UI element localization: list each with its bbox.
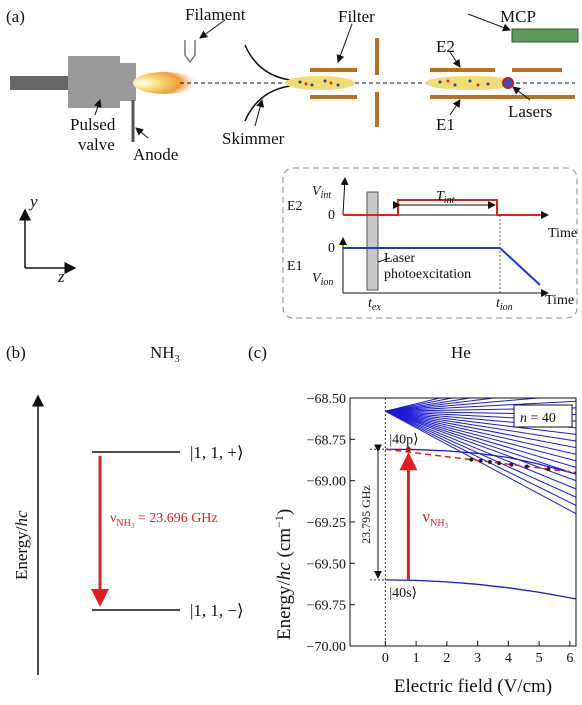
manifold-line: [385, 410, 576, 442]
level-label: |1, 1, −⟩: [190, 601, 244, 620]
y-tick-label: −69.00: [307, 475, 346, 490]
y-axis-label: Energy/hc (cm−1): [272, 509, 295, 640]
manifold-line: [385, 410, 576, 449]
label: Vion: [312, 271, 333, 288]
arrow-label-part: 3: [445, 522, 449, 530]
label: Filament: [185, 5, 246, 24]
label: Vint: [312, 184, 331, 201]
manifold-line: [385, 410, 576, 490]
manifold-line: [385, 398, 544, 412]
label: tion: [496, 296, 513, 313]
x-tick-label: 0: [382, 651, 389, 666]
y-tick-label: −69.25: [307, 516, 346, 531]
panel-label: (a): [6, 7, 25, 26]
x-tick-label: 3: [474, 651, 481, 666]
label: E2: [287, 199, 303, 214]
label: E1: [287, 259, 303, 274]
y-axis-label-part: ): [274, 509, 295, 515]
n-box: [513, 404, 573, 428]
axis-label: y: [28, 192, 38, 211]
manifold-line: [385, 400, 576, 412]
series-line: [385, 448, 576, 475]
level-label: |1, 1, +⟩: [190, 443, 244, 462]
y-tick-label: −70.00: [307, 640, 346, 655]
label: Anode: [133, 145, 178, 164]
manifold-line: [385, 410, 576, 455]
series-line: [385, 579, 576, 600]
label: photoexcitation: [384, 267, 471, 282]
crossing-point: [469, 457, 474, 462]
x-tick-label: 4: [505, 651, 512, 666]
x-tick-label: 2: [443, 651, 450, 666]
x-axis-label: Electric field (V/cm): [394, 676, 552, 697]
y-axis-label-part: hc: [274, 562, 295, 581]
label: 0: [328, 208, 335, 223]
label: Skimmer: [222, 129, 285, 148]
state-label: |40p⟩: [389, 432, 418, 447]
manifold-line: [385, 410, 576, 475]
n-label-part: = 40: [527, 411, 556, 426]
y-axis-label-part: −1: [272, 515, 286, 528]
title: NH3: [150, 343, 180, 365]
manifold-line: [385, 398, 455, 412]
state-label: |40s⟩: [389, 586, 417, 601]
label: MCP: [500, 7, 536, 26]
axis-label: Energy/hc: [12, 510, 31, 580]
manifold-line: [385, 410, 576, 435]
label: Pulsed: [70, 115, 116, 134]
manifold-line: [385, 398, 499, 412]
x-tick-label: 1: [413, 651, 420, 666]
label: Lasers: [508, 102, 552, 121]
axis-label: z: [57, 267, 65, 286]
label: valve: [78, 135, 115, 154]
label: Filter: [338, 7, 375, 26]
n-label: n = 40: [520, 411, 556, 426]
manifold-line: [385, 398, 442, 412]
crossing-point: [487, 459, 492, 464]
y-tick-label: −68.75: [307, 433, 346, 448]
manifold-line: [385, 410, 576, 506]
label: E1: [436, 115, 455, 134]
label: Time: [548, 226, 577, 241]
arrow-label-part: ν: [422, 507, 430, 526]
crossing-point: [478, 458, 483, 463]
transition-label: νNH3 = 23.696 GHz: [110, 511, 218, 530]
label: 0: [328, 241, 335, 256]
arrow-tip-dot: [405, 446, 411, 452]
manifold-line: [385, 410, 576, 468]
crossing-point: [509, 462, 514, 467]
panel-label: (b): [6, 343, 26, 362]
y-axis-label-part: (cm: [274, 528, 295, 563]
manifold-line: [385, 398, 474, 412]
label: Tint: [436, 189, 455, 206]
y-axis-label-part: Energy/: [274, 579, 295, 640]
manifold-line: [385, 410, 576, 462]
arrow-label-part: NH: [430, 518, 444, 529]
x-tick-label: 6: [566, 651, 573, 666]
y-tick-label: −69.50: [307, 557, 346, 572]
label: Time: [545, 293, 574, 308]
crossing-point: [524, 464, 529, 469]
chart-title: He: [451, 343, 471, 362]
level-diagram: [32, 394, 180, 675]
panel-label: (c): [248, 343, 267, 362]
y-tick-label: −68.50: [307, 392, 346, 407]
label: E2: [436, 37, 455, 56]
n-label-part: n: [520, 411, 527, 426]
x-tick-label: 5: [536, 651, 543, 666]
y-tick-label: −69.75: [307, 599, 346, 614]
crossing-point: [546, 467, 551, 472]
label: Laser: [384, 251, 415, 266]
apparatus: [10, 13, 579, 274]
bracket-label: 23.795 GHz: [359, 485, 373, 544]
crossing-point: [497, 461, 502, 466]
timing-inset: [282, 167, 578, 319]
arrow-label: νNH3: [422, 507, 448, 530]
label: tex: [368, 296, 381, 313]
